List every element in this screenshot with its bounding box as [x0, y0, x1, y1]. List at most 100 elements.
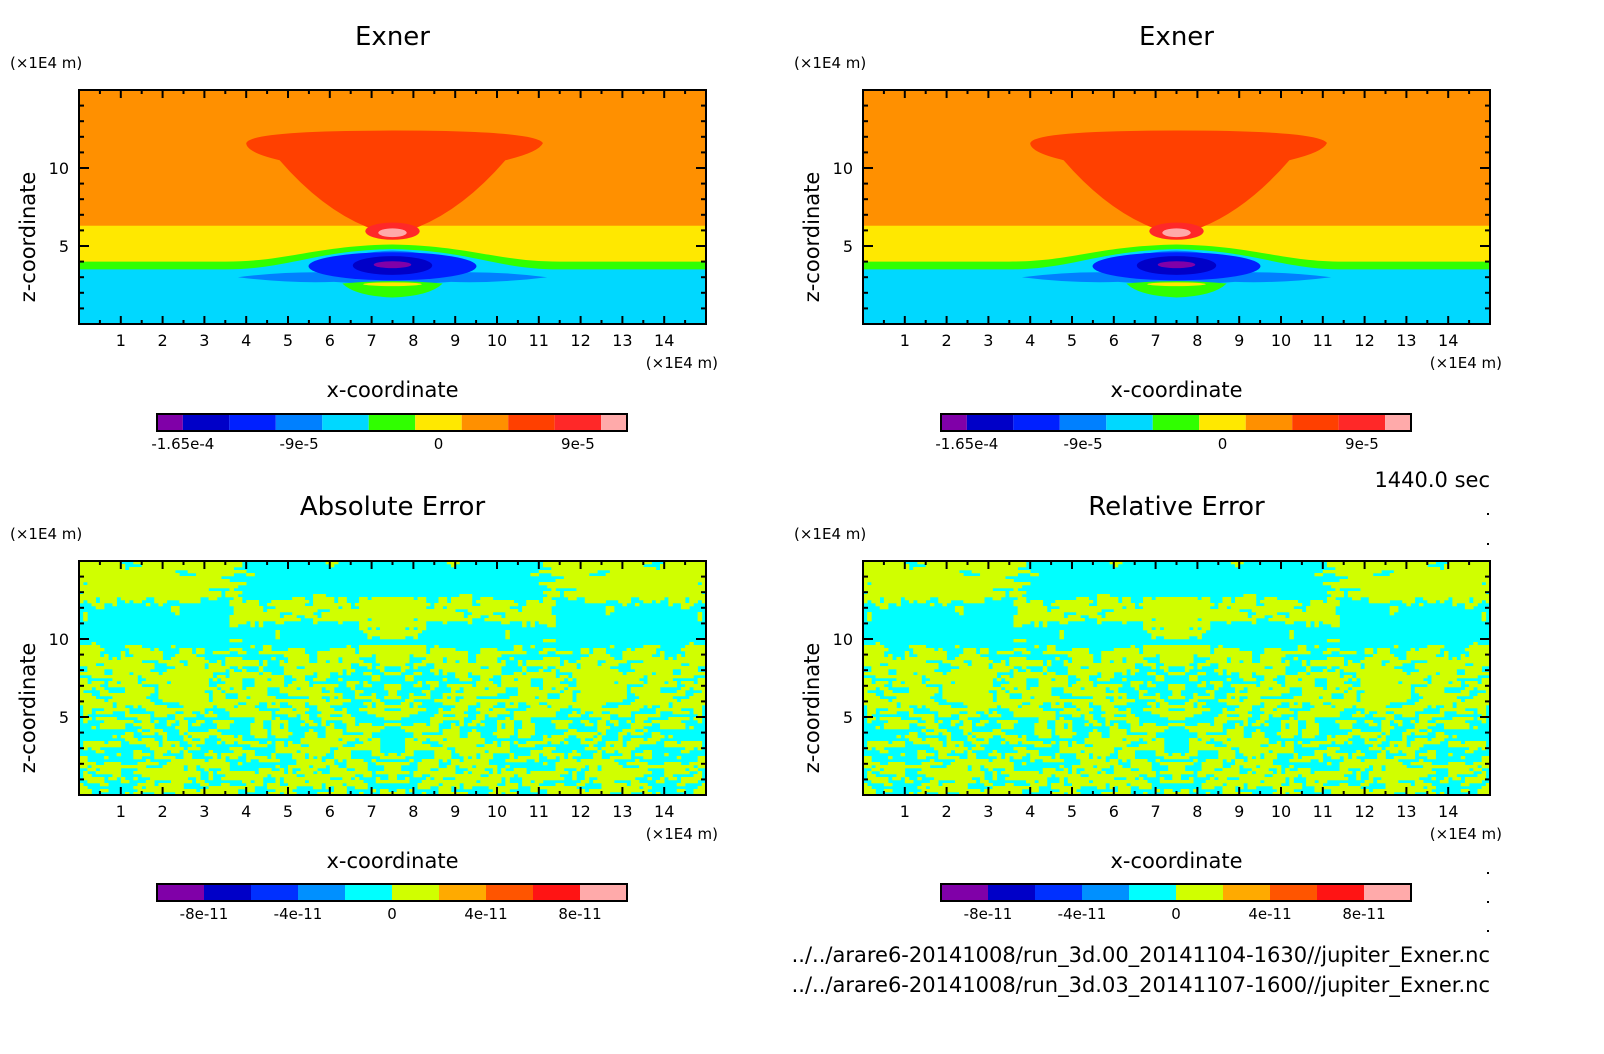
- error-level-positive: [867, 618, 872, 622]
- error-level-positive: [655, 672, 673, 676]
- error-level-positive: [971, 768, 981, 772]
- error-level-positive: [175, 744, 180, 748]
- error-level-positive: [522, 609, 552, 613]
- error-level-positive: [225, 591, 243, 595]
- error-level-positive: [542, 597, 552, 601]
- error-level-positive: [580, 741, 598, 745]
- error-level-positive: [446, 561, 460, 565]
- error-level-positive: [1389, 573, 1490, 577]
- error-level-positive: [1364, 738, 1370, 742]
- x-tick-label: 2: [158, 331, 168, 350]
- error-level-positive: [1460, 657, 1490, 661]
- error-level-positive: [639, 696, 673, 700]
- error-level-positive: [505, 792, 519, 795]
- error-level-positive: [246, 687, 268, 691]
- error-level-positive: [229, 588, 234, 592]
- error-level-positive: [300, 723, 306, 727]
- error-level-positive: [1176, 657, 1194, 661]
- error-level-positive: [1147, 630, 1177, 634]
- error-level-positive: [1306, 723, 1319, 727]
- error-level-positive: [196, 573, 234, 577]
- error-level-positive: [685, 747, 694, 751]
- contour-level-pink: [378, 228, 407, 238]
- error-level-positive: [1452, 735, 1457, 739]
- error-level-positive: [555, 579, 706, 583]
- error-level-positive: [79, 759, 88, 763]
- error-level-positive: [925, 774, 985, 778]
- error-level-positive: [221, 756, 226, 760]
- error-level-positive: [547, 792, 611, 795]
- error-level-positive: [1034, 645, 1039, 649]
- error-level-positive: [91, 603, 105, 607]
- error-level-positive: [875, 726, 881, 730]
- error-level-positive: [1138, 768, 1152, 772]
- error-level-positive: [1352, 597, 1361, 601]
- error-level-positive: [333, 753, 351, 757]
- error-level-positive: [883, 726, 910, 730]
- colorbar-swatch: [1270, 884, 1317, 901]
- error-level-positive: [296, 678, 306, 682]
- error-level-positive: [1038, 735, 1052, 739]
- error-level-positive: [1205, 792, 1211, 795]
- error-level-positive: [1000, 726, 1014, 730]
- error-level-positive: [1055, 729, 1073, 733]
- error-level-positive: [517, 693, 548, 697]
- error-level-positive: [959, 654, 981, 658]
- error-level-positive: [1038, 681, 1069, 685]
- error-level-positive: [555, 765, 586, 769]
- error-level-positive: [87, 600, 97, 604]
- error-level-positive: [288, 714, 297, 718]
- error-level-positive: [526, 708, 560, 712]
- error-level-positive: [551, 669, 556, 673]
- error-level-positive: [120, 654, 126, 658]
- error-level-positive: [1222, 600, 1232, 604]
- error-level-positive: [313, 765, 326, 769]
- panel-title: Exner: [1139, 22, 1214, 52]
- x-tick-label: 1: [900, 802, 910, 821]
- error-level-positive: [459, 699, 573, 703]
- error-level-positive: [1222, 789, 1236, 793]
- error-level-positive: [1059, 735, 1073, 739]
- error-level-positive: [1184, 666, 1194, 670]
- error-level-positive: [1163, 636, 1177, 640]
- error-level-positive: [1172, 777, 1177, 781]
- error-level-positive: [442, 693, 498, 697]
- error-level-positive: [1297, 714, 1340, 718]
- error-level-positive: [1477, 789, 1490, 793]
- error-level-positive: [1222, 786, 1236, 790]
- error-level-positive: [187, 570, 247, 574]
- error-level-positive: [1176, 717, 1186, 721]
- error-level-positive: [1092, 702, 1127, 706]
- error-level-positive: [501, 768, 506, 772]
- error-level-positive: [1414, 783, 1432, 787]
- error-level-positive: [484, 618, 556, 622]
- error-level-positive: [1013, 624, 1023, 628]
- error-level-positive: [929, 759, 935, 763]
- error-level-positive: [572, 711, 577, 715]
- error-level-positive: [384, 687, 393, 691]
- error-level-positive: [1218, 699, 1240, 703]
- error-level-positive: [179, 702, 239, 706]
- error-level-positive: [1009, 663, 1044, 667]
- error-level-positive: [605, 744, 611, 748]
- error-level-positive: [1347, 663, 1361, 667]
- error-level-positive: [338, 747, 381, 751]
- error-level-positive: [279, 660, 285, 664]
- error-level-positive: [1176, 645, 1211, 649]
- error-level-positive: [237, 693, 268, 697]
- error-level-positive: [405, 744, 431, 748]
- x-unit-label: (×1E4 m): [646, 825, 718, 843]
- error-level-positive: [392, 621, 427, 625]
- error-level-positive: [1377, 738, 1386, 742]
- error-level-positive: [929, 780, 939, 784]
- error-level-positive: [863, 567, 910, 571]
- colorbar-label: -9e-5: [279, 435, 318, 453]
- error-level-positive: [354, 777, 360, 781]
- error-level-positive: [971, 741, 989, 745]
- error-level-positive: [1034, 723, 1048, 727]
- error-level-positive: [1038, 720, 1048, 724]
- error-level-positive: [980, 777, 985, 781]
- error-level-positive: [522, 780, 531, 784]
- error-level-positive: [618, 738, 623, 742]
